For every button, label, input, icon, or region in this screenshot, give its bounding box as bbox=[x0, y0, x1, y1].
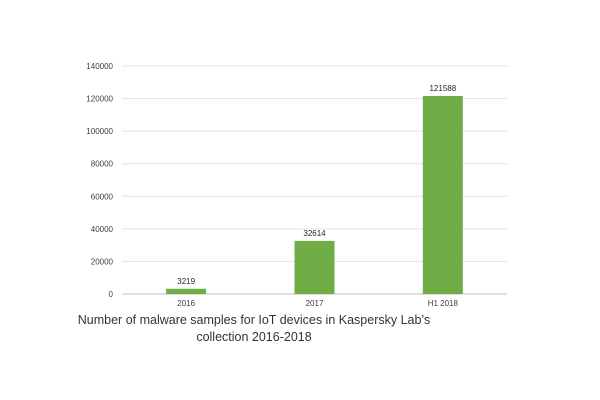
bar-2016 bbox=[166, 288, 207, 294]
y-axis-tick-labels: 0 20000 40000 60000 80000 100000 120000 140000 bbox=[86, 62, 113, 299]
chart-caption-line-2: collection 2016-2018 bbox=[196, 330, 312, 344]
y-tick-label: 140000 bbox=[86, 62, 113, 71]
bar-2017 bbox=[294, 240, 335, 294]
x-tick-label: 2017 bbox=[306, 299, 324, 308]
y-tick-label: 80000 bbox=[91, 160, 114, 169]
chart-caption-line-1: Number of malware samples for IoT device… bbox=[77, 313, 431, 327]
y-tick-label: 60000 bbox=[91, 192, 114, 201]
chart-caption: Number of malware samples for IoT device… bbox=[0, 312, 508, 346]
data-label: 3219 bbox=[177, 277, 195, 286]
data-label: 121588 bbox=[429, 84, 456, 93]
bars bbox=[166, 95, 463, 294]
data-label: 32614 bbox=[303, 229, 326, 238]
y-tick-label: 20000 bbox=[91, 257, 114, 266]
bar-h1-2018 bbox=[422, 95, 463, 294]
x-tick-label: H1 2018 bbox=[428, 299, 459, 308]
gridlines bbox=[122, 65, 507, 295]
y-tick-label: 120000 bbox=[86, 95, 113, 104]
y-tick-label: 40000 bbox=[91, 225, 114, 234]
y-tick-label: 0 bbox=[109, 290, 114, 299]
y-tick-label: 100000 bbox=[86, 127, 113, 136]
x-tick-label: 2016 bbox=[177, 299, 195, 308]
x-axis-tick-labels: 2016 2017 H1 2018 bbox=[177, 299, 458, 308]
data-labels: 3219 32614 121588 bbox=[177, 84, 456, 286]
